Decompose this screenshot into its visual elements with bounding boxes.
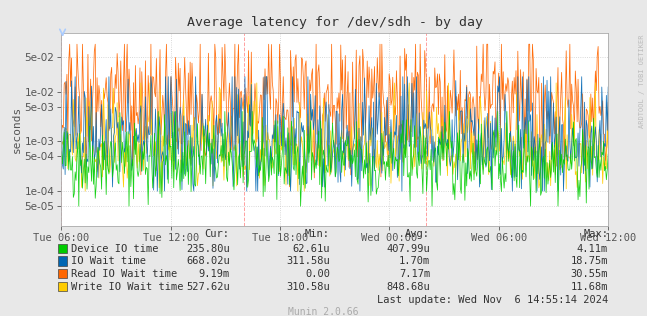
Text: Munin 2.0.66: Munin 2.0.66 [289, 307, 358, 316]
Text: ARDTOOL / TOBI OETIKER: ARDTOOL / TOBI OETIKER [639, 35, 645, 128]
Text: 668.02u: 668.02u [186, 256, 230, 266]
Text: Last update: Wed Nov  6 14:55:14 2024: Last update: Wed Nov 6 14:55:14 2024 [377, 295, 608, 305]
Text: 4.11m: 4.11m [577, 244, 608, 254]
Text: IO Wait time: IO Wait time [71, 256, 146, 266]
Text: 9.19m: 9.19m [199, 269, 230, 279]
Text: Min:: Min: [305, 229, 330, 239]
Text: 407.99u: 407.99u [386, 244, 430, 254]
Text: 848.68u: 848.68u [386, 282, 430, 292]
Text: 18.75m: 18.75m [571, 256, 608, 266]
Text: 1.70m: 1.70m [399, 256, 430, 266]
Text: 527.62u: 527.62u [186, 282, 230, 292]
Text: 11.68m: 11.68m [571, 282, 608, 292]
Text: 7.17m: 7.17m [399, 269, 430, 279]
Text: Write IO Wait time: Write IO Wait time [71, 282, 184, 292]
Text: Max:: Max: [583, 229, 608, 239]
Text: Device IO time: Device IO time [71, 244, 159, 254]
Text: 30.55m: 30.55m [571, 269, 608, 279]
Text: 310.58u: 310.58u [286, 282, 330, 292]
Text: 0.00: 0.00 [305, 269, 330, 279]
Text: 62.61u: 62.61u [292, 244, 330, 254]
Text: Read IO Wait time: Read IO Wait time [71, 269, 177, 279]
Y-axis label: seconds: seconds [12, 106, 22, 153]
Text: 311.58u: 311.58u [286, 256, 330, 266]
Title: Average latency for /dev/sdh - by day: Average latency for /dev/sdh - by day [187, 16, 483, 29]
Text: 235.80u: 235.80u [186, 244, 230, 254]
Text: Avg:: Avg: [405, 229, 430, 239]
Text: Cur:: Cur: [204, 229, 230, 239]
